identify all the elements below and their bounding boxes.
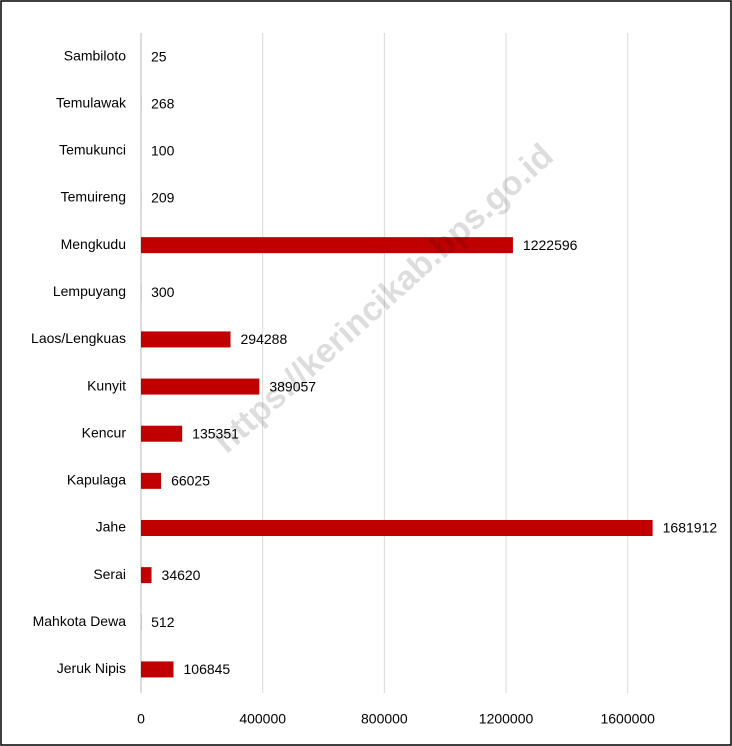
data-label: 389057 [269,378,316,394]
y-tick-label: Temukunci [59,142,126,158]
data-label: 512 [151,614,175,630]
data-label: 100 [151,143,175,159]
bar [141,378,260,395]
bar [141,520,653,536]
data-label: 209 [151,190,175,206]
data-label: 34620 [162,567,201,583]
y-tick-label: Temulawak [56,94,127,110]
data-label: 294288 [241,331,288,347]
data-label: 1222596 [523,237,578,253]
bar [141,472,162,489]
y-tick-label: Jahe [96,519,127,535]
bar [141,661,174,678]
x-tick-label: 0 [137,711,145,727]
data-label: 268 [151,95,175,111]
y-tick-label: Kapulaga [67,472,126,488]
bar [141,237,513,254]
data-label: 66025 [171,473,210,489]
data-label: 300 [151,284,175,300]
y-tick-label: Serai [93,566,126,582]
x-tick-label: 800000 [361,711,408,727]
data-label: 106845 [184,661,231,677]
x-tick-label: 400000 [239,711,286,727]
y-tick-label: Mengkudu [61,236,126,252]
bar [141,567,152,584]
y-tick-label: Kencur [82,424,127,440]
bar [141,331,231,348]
y-tick-label: Jeruk Nipis [57,660,126,676]
data-label: 25 [151,48,167,64]
data-label: 135351 [192,425,239,441]
y-tick-label: Kunyit [87,377,126,393]
y-tick-label: Mahkota Dewa [33,613,127,629]
y-tick-label: Laos/Lengkuas [31,330,126,346]
y-tick-label: Temuireng [61,189,126,205]
y-tick-label: Lempuyang [53,283,126,299]
bar [141,425,183,442]
data-label: 1681912 [663,520,718,536]
x-tick-label: 1600000 [600,711,655,727]
y-tick-label: Sambiloto [64,47,126,63]
x-tick-label: 1200000 [479,711,534,727]
